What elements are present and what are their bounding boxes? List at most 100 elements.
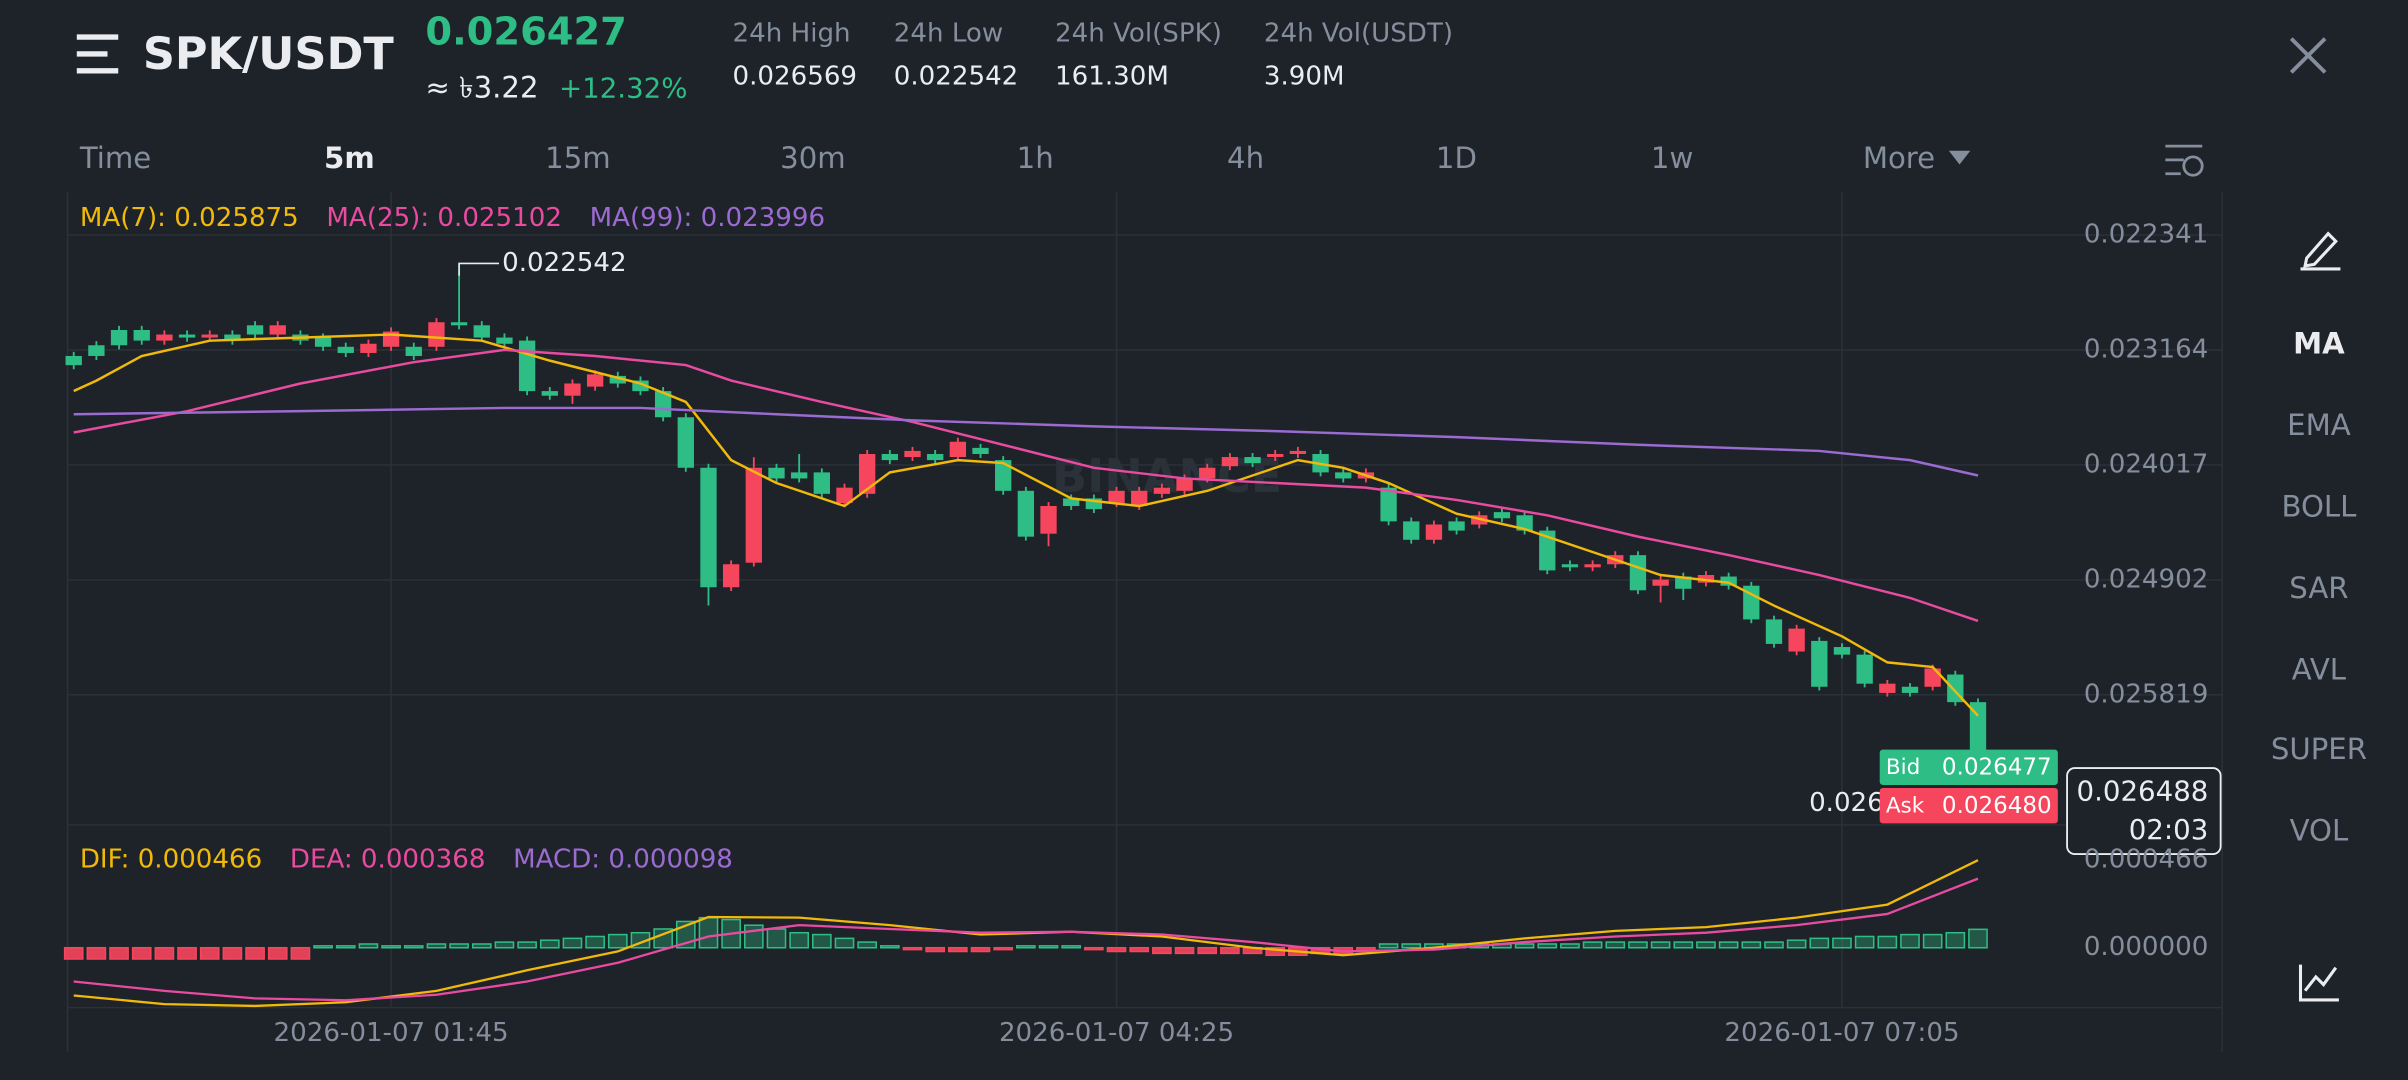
timeframe-tab[interactable]: 1h: [1017, 141, 1054, 175]
stat-label: 24h Low: [894, 18, 1003, 48]
indicator-tab[interactable]: SAR: [2289, 571, 2348, 605]
indicator-tab[interactable]: BOLL: [2281, 490, 2357, 524]
macd-bar: [925, 946, 946, 953]
macd-bar: [426, 943, 447, 949]
candle-body: [1765, 619, 1783, 644]
candle-body: [677, 417, 694, 468]
candle-body: [1811, 640, 1828, 687]
macd-bar: [902, 946, 923, 951]
mark-price: 0.026488: [2077, 775, 2209, 808]
chart-settings-icon[interactable]: [2165, 144, 2204, 177]
price-change: +12.32%: [559, 71, 687, 104]
candle-body: [1244, 457, 1261, 464]
y-tick-label: 0.025819: [2084, 679, 2209, 709]
indicator-tab[interactable]: EMA: [2287, 408, 2351, 442]
candle-body: [405, 346, 422, 356]
candle-body: [428, 322, 445, 347]
macd-bar: [1378, 943, 1399, 949]
candle-body: [156, 334, 173, 341]
macd-bar: [109, 946, 129, 960]
candle-body: [1221, 457, 1239, 467]
candle-body: [1017, 490, 1035, 537]
macd-bar: [811, 933, 832, 949]
candle-body: [88, 345, 105, 356]
y-tick-label: 0.000466: [2084, 845, 2209, 875]
candle-body: [314, 337, 332, 347]
candle-body: [609, 375, 626, 384]
candle-body: [1697, 574, 1715, 583]
timeframe-tab[interactable]: 4h: [1227, 141, 1264, 175]
candle-body: [1924, 668, 1941, 687]
y-tick-label: 0.024902: [2084, 564, 2209, 594]
indicator-tab[interactable]: AVL: [2292, 652, 2347, 686]
ask-value: 0.026480: [1942, 793, 2052, 819]
macd-bar: [154, 946, 175, 960]
macd-bar: [381, 945, 401, 949]
indicator-tab[interactable]: VOL: [2290, 814, 2349, 848]
annotation-line: [458, 262, 500, 276]
macd-bar: [993, 946, 1014, 951]
x-tick-label: 2026-01-07 07:05: [1724, 1018, 1959, 1048]
candle-body: [1040, 506, 1057, 534]
macd-bar: [1786, 939, 1807, 949]
macd-bar: [1401, 943, 1422, 949]
macd-bar: [403, 945, 424, 949]
candle-body: [541, 391, 558, 396]
macd-bar: [834, 937, 855, 949]
candle-body: [1063, 498, 1080, 507]
pair[interactable]: SPK/USDT: [143, 28, 395, 80]
timeframe-tab[interactable]: 30m: [780, 141, 846, 175]
candle-body: [632, 380, 649, 392]
macd-bar: [880, 945, 900, 949]
macd-bar: [1061, 945, 1082, 949]
macd-bar: [607, 933, 628, 949]
macd-bar: [1197, 946, 1218, 955]
stat-label: 24h Vol(USDT): [1264, 18, 1453, 48]
candle-body: [813, 472, 830, 494]
candle-body: [246, 325, 264, 335]
menu-icon[interactable]: [76, 34, 119, 74]
candle-body: [904, 450, 921, 458]
macd-bar: [698, 916, 719, 949]
candle-body: [1380, 487, 1397, 522]
candle-body: [995, 460, 1012, 491]
timeframe-tab[interactable]: 1D: [1436, 141, 1477, 175]
candle-body: [1108, 490, 1125, 503]
candle-body: [1493, 512, 1511, 519]
macd-bar: [1650, 941, 1671, 949]
macd-bar: [539, 939, 560, 949]
macd-bar: [948, 946, 968, 953]
macd-bar: [494, 941, 515, 949]
candle-body: [1584, 564, 1601, 568]
macd-bar: [1854, 935, 1875, 949]
ask-box: [1879, 788, 2058, 824]
timeframe-tab[interactable]: 1w: [1651, 141, 1693, 175]
macd-bar: [1877, 935, 1898, 949]
macd-bar: [1922, 933, 1943, 949]
ma-line: [73, 333, 1979, 717]
macd-bar: [1900, 933, 1920, 949]
macd-bar: [290, 946, 311, 960]
timeframe-tab[interactable]: Time: [79, 141, 151, 175]
candle-body: [1539, 530, 1556, 571]
macd-bar: [970, 946, 991, 953]
timeframe-tab[interactable]: More: [1863, 141, 1935, 175]
macd-bar: [471, 943, 492, 949]
candle-body: [836, 487, 853, 503]
timeframe-tab[interactable]: 15m: [545, 141, 611, 175]
annotation: 0.022542: [502, 248, 627, 278]
macd-bar: [562, 937, 583, 949]
macd-bar: [1741, 941, 1762, 949]
x-tick-label: 2026-01-07 04:25: [999, 1018, 1234, 1048]
candle-body: [1085, 498, 1103, 510]
indicator-tab[interactable]: SUPER: [2271, 732, 2367, 766]
chart-type-icon[interactable]: [2298, 964, 2339, 1002]
indicator-tab[interactable]: MA: [2293, 327, 2345, 361]
timeframe-tab[interactable]: 5m: [324, 141, 375, 175]
legend-entry: MACD: 0.000098: [513, 845, 733, 875]
close-button[interactable]: [2289, 37, 2327, 74]
draw-tool-icon[interactable]: [2300, 231, 2341, 271]
candle-body: [1720, 576, 1737, 586]
macd-bar: [1038, 945, 1059, 949]
ask-label: Ask: [1886, 793, 1925, 818]
